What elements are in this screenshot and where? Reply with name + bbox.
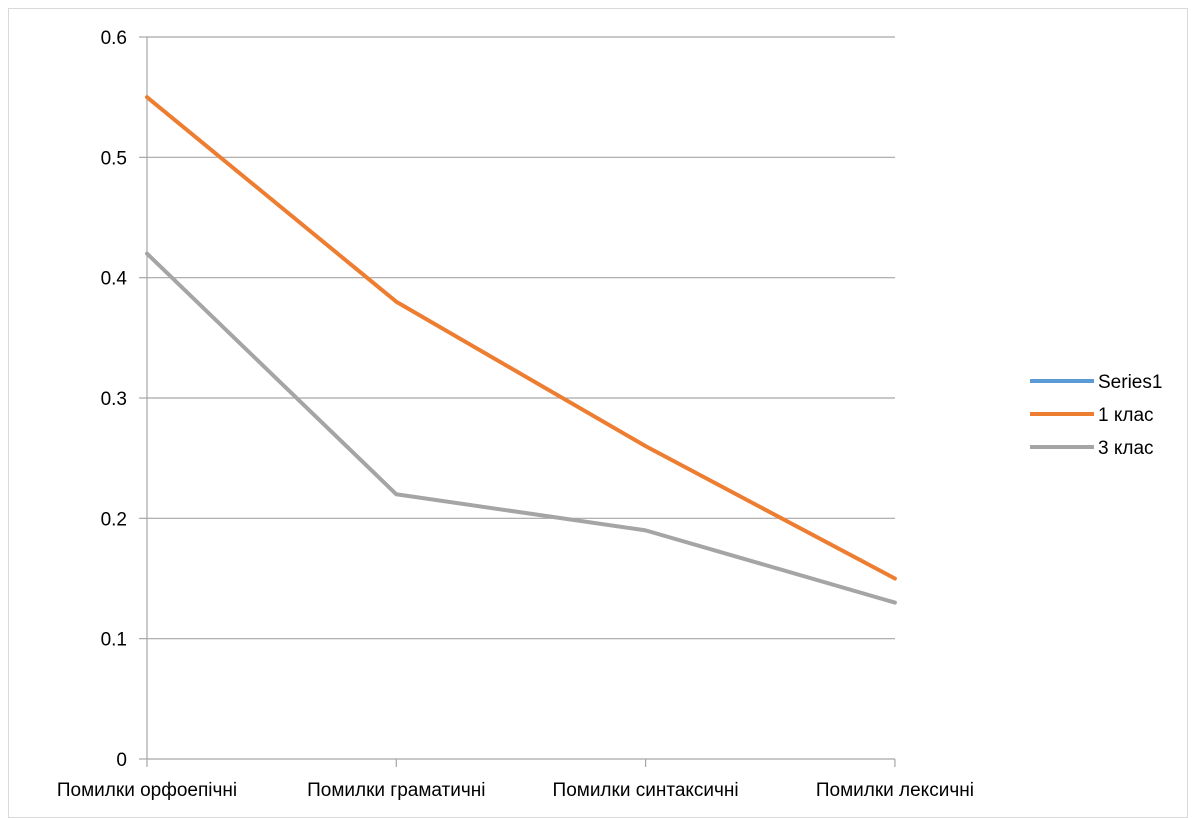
gridlines: [147, 36, 895, 640]
series-line: [145, 95, 897, 581]
legend-label: 1 клас: [1098, 405, 1154, 426]
y-tick-label: 0.3: [101, 389, 127, 410]
legend: Series1 1 клас 3 клас: [1030, 372, 1162, 459]
y-tick-label: 0.6: [101, 28, 127, 49]
y-tick-label: 0.5: [101, 148, 127, 169]
series-line: [145, 251, 897, 605]
y-tick-label: 0: [116, 750, 127, 771]
y-axis-tick-labels: 0 0.1 0.2 0.3 0.4 0.5 0.6: [101, 28, 128, 771]
legend-label: Series1: [1098, 372, 1162, 393]
axes: [139, 36, 896, 767]
x-tick-label: Помилки синтаксичні: [553, 780, 739, 801]
y-tick-label: 0.4: [101, 269, 128, 290]
x-tick-label: Помилки лексичні: [816, 780, 974, 801]
x-axis-tick-labels: Помилки орфоепічні Помилки граматичні Поми…: [57, 780, 974, 801]
y-tick-label: 0.2: [101, 509, 127, 530]
y-tick-label: 0.1: [101, 630, 127, 651]
x-tick-label: Помилки орфоепічні: [57, 780, 237, 801]
series-lines: [145, 95, 897, 605]
x-tick-label: Помилки граматичні: [307, 780, 485, 801]
legend-label: 3 клас: [1098, 438, 1154, 459]
